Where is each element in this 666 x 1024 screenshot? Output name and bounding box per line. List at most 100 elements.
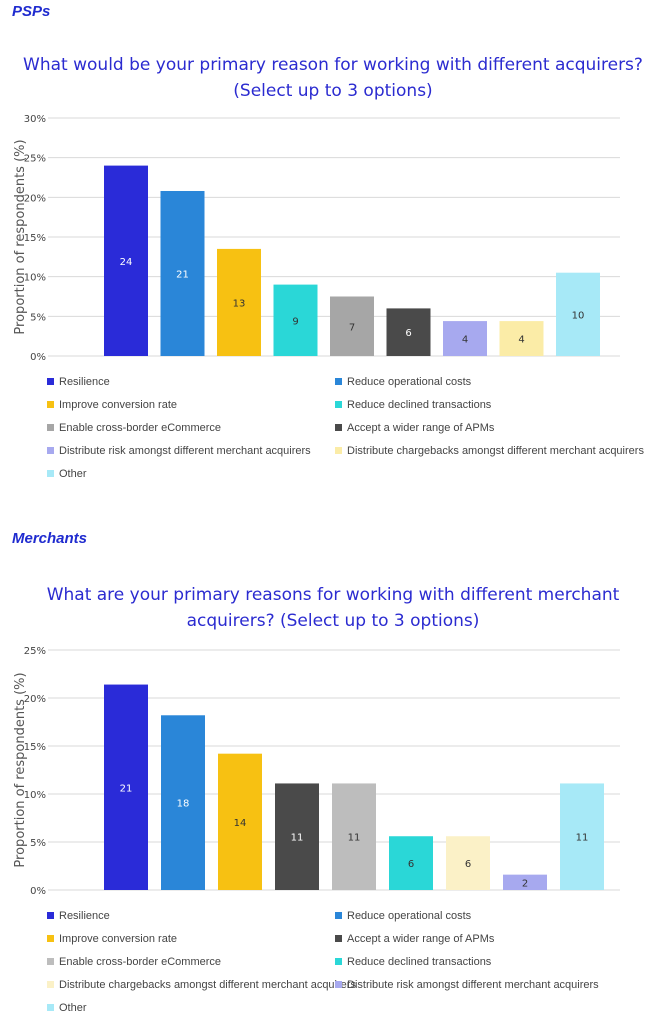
bar-data-label: 21 (120, 783, 133, 794)
legend-item: Improve conversion rate (47, 930, 335, 947)
y-tick-label: 25% (24, 154, 46, 165)
bar (161, 715, 205, 890)
legend-swatch (47, 912, 54, 919)
legend-item: Distribute risk amongst different mercha… (335, 976, 657, 993)
bar-data-label: 2 (522, 878, 528, 889)
legend-item: Resilience (47, 373, 335, 390)
bar-data-label: 4 (518, 335, 524, 346)
legend-item: Reduce operational costs (335, 907, 657, 924)
legend-item: Accept a wider range of APMs (335, 419, 657, 436)
legend-swatch (47, 470, 54, 477)
legend-label: Accept a wider range of APMs (347, 932, 495, 945)
bar-data-label: 14 (234, 818, 247, 829)
legend-item: Reduce operational costs (335, 373, 657, 390)
y-axis-label: Proportion of respondents (%) (13, 672, 28, 867)
legend-swatch (47, 447, 54, 454)
legend-item: Other (47, 465, 335, 482)
legend-label: Reduce declined transactions (347, 955, 492, 968)
bar-data-label: 9 (292, 316, 298, 327)
section-label-merchants: Merchants (12, 530, 88, 547)
y-tick-label: 15% (24, 233, 46, 244)
bar (104, 165, 148, 356)
y-tick-label: 0% (30, 886, 46, 897)
legend-label: Distribute risk amongst different mercha… (347, 978, 599, 991)
legend-item: Improve conversion rate (47, 396, 335, 413)
bar-data-label: 6 (405, 328, 411, 339)
bar (446, 836, 490, 890)
legend-label: Reduce operational costs (347, 909, 472, 922)
legend-item: Resilience (47, 907, 335, 924)
bar (218, 753, 262, 890)
bar-data-label: 11 (348, 833, 361, 844)
legend-label: Other (59, 1001, 87, 1014)
bar-data-label: 24 (120, 257, 133, 268)
bar (275, 783, 319, 890)
bar-data-label: 10 (572, 310, 585, 321)
legend-item: Enable cross-border eCommerce (47, 419, 335, 436)
bar (330, 296, 374, 356)
legend-item: Reduce declined transactions (335, 396, 657, 413)
legend-swatch (335, 424, 342, 431)
y-tick-label: 15% (24, 742, 46, 753)
bar-data-label: 11 (291, 833, 304, 844)
legend-swatch (47, 981, 54, 988)
bar-data-label: 6 (408, 859, 414, 870)
legend-label: Reduce declined transactions (347, 398, 492, 411)
y-tick-label: 20% (24, 193, 46, 204)
bar-data-label: 7 (349, 322, 355, 333)
bar (499, 321, 544, 356)
legend-label: Distribute chargebacks amongst different… (347, 444, 644, 457)
bar-data-label: 21 (176, 269, 189, 280)
y-tick-label: 5% (30, 312, 46, 323)
legend-item: Other (47, 999, 335, 1016)
legend-swatch (335, 447, 342, 454)
y-tick-label: 20% (24, 694, 46, 705)
bar (556, 272, 600, 356)
legend-item: Enable cross-border eCommerce (47, 953, 335, 970)
legend-swatch (335, 378, 342, 385)
legend-label: Reduce operational costs (347, 375, 472, 388)
legend-label: Improve conversion rate (59, 932, 177, 945)
legend-swatch (47, 935, 54, 942)
bar (160, 190, 205, 356)
bar (386, 308, 431, 356)
bar-data-label: 18 (177, 799, 190, 810)
chart-title-line2: (Select up to 3 options) (233, 81, 433, 101)
bar-data-label: 6 (465, 859, 471, 870)
legend-label: Distribute chargebacks amongst different… (59, 978, 356, 991)
chart-title-line1: What would be your primary reason for wo… (23, 55, 643, 75)
bar (104, 684, 148, 890)
y-axis-label: Proportion of respondents (%) (13, 139, 28, 334)
bar-data-label: 13 (233, 298, 246, 309)
bar (273, 284, 318, 356)
y-tick-label: 30% (24, 114, 46, 125)
bar-data-label: 11 (576, 833, 589, 844)
chart-title-merchants: What are your primary reasons for workin… (0, 582, 666, 634)
chart-title-line2: acquirers? (Select up to 3 options) (186, 611, 480, 631)
legend-item: Reduce declined transactions (335, 953, 657, 970)
legend-label: Enable cross-border eCommerce (59, 421, 222, 434)
legend-swatch (47, 1004, 54, 1011)
bar (443, 321, 487, 356)
legend-swatch (47, 424, 54, 431)
bar (503, 874, 547, 890)
legend-swatch (335, 958, 342, 965)
legend-label: Resilience (59, 375, 110, 388)
legend-label: Enable cross-border eCommerce (59, 955, 222, 968)
bar-data-label: 4 (462, 335, 468, 346)
bar (332, 783, 376, 890)
legend-label: Other (59, 467, 87, 480)
bar (389, 836, 433, 890)
chart-title-line1: What are your primary reasons for workin… (46, 585, 620, 605)
y-tick-label: 10% (24, 273, 46, 284)
legend-item: Distribute chargebacks amongst different… (47, 976, 356, 993)
section-label-psps: PSPs (12, 3, 51, 20)
bar (217, 248, 261, 356)
bar-chart-merchants: Proportion of respondents (%) 0% 5% 10% 15% 2… (13, 646, 620, 897)
legend-swatch (47, 378, 54, 385)
legend-item: Distribute risk amongst different mercha… (47, 442, 335, 459)
legend-label: Improve conversion rate (59, 398, 177, 411)
legend-swatch (47, 401, 54, 408)
y-tick-label: 0% (30, 352, 46, 363)
legend-item: Distribute chargebacks amongst different… (335, 442, 657, 459)
